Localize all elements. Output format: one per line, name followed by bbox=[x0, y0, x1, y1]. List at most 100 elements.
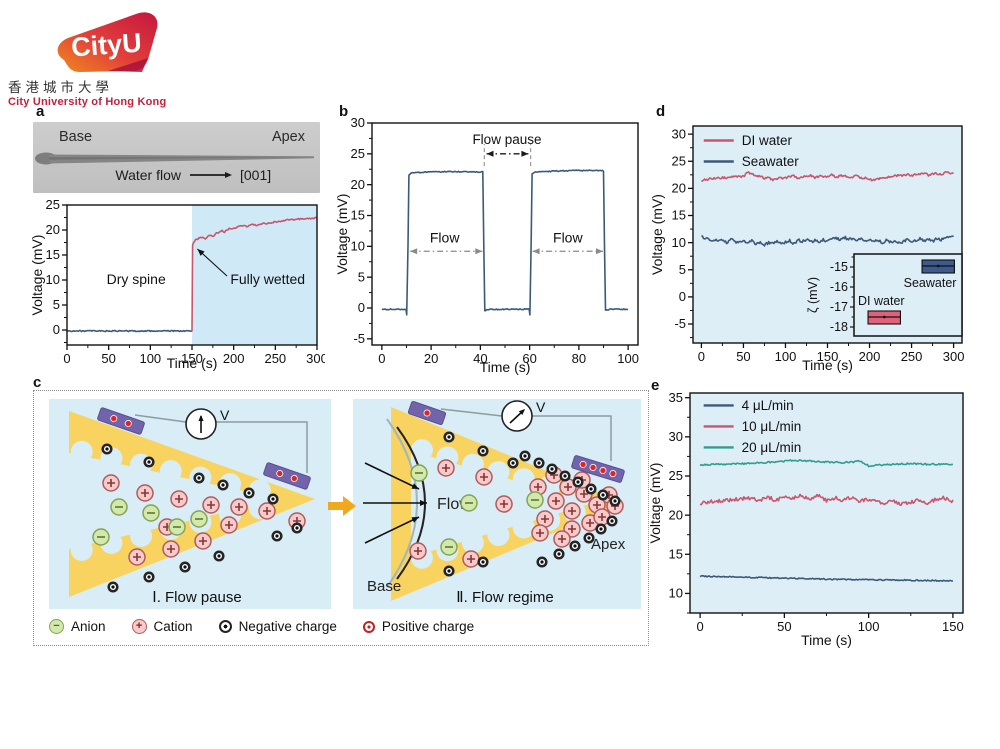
svg-text:-5: -5 bbox=[353, 331, 365, 346]
svg-text:0: 0 bbox=[358, 300, 365, 315]
svg-text:V: V bbox=[220, 407, 230, 423]
svg-text:-5: -5 bbox=[674, 316, 686, 331]
legend-label: Anion bbox=[71, 619, 106, 634]
svg-text:50: 50 bbox=[101, 351, 115, 366]
svg-text:Fully wetted: Fully wetted bbox=[230, 271, 305, 287]
svg-text:200: 200 bbox=[223, 351, 245, 366]
svg-text:35: 35 bbox=[669, 390, 683, 405]
svg-text:25: 25 bbox=[672, 153, 686, 168]
legend-item-cation: Cation bbox=[131, 619, 193, 634]
svg-text:Ⅱ. Flow regime: Ⅱ. Flow regime bbox=[456, 589, 553, 606]
svg-text:200: 200 bbox=[859, 349, 881, 364]
svg-text:10: 10 bbox=[669, 586, 683, 601]
logo-english-name: City University of Hong Kong bbox=[8, 96, 167, 108]
svg-text:Dry spine: Dry spine bbox=[107, 271, 166, 287]
svg-text:Flow: Flow bbox=[553, 230, 583, 246]
panel-label-e: e bbox=[651, 377, 660, 394]
svg-text:Water flow: Water flow bbox=[115, 167, 181, 183]
svg-text:25: 25 bbox=[351, 146, 365, 161]
svg-text:Time (s): Time (s) bbox=[480, 359, 531, 375]
svg-text:Time (s): Time (s) bbox=[167, 355, 218, 371]
svg-text:150: 150 bbox=[817, 349, 839, 364]
negative-charge-icon bbox=[218, 620, 232, 633]
spine-photo: Base Apex Water flow [001] bbox=[33, 122, 320, 193]
svg-text:Ⅰ. Flow pause: Ⅰ. Flow pause bbox=[152, 589, 241, 606]
svg-text:Base: Base bbox=[367, 578, 401, 595]
legend-label: Cation bbox=[153, 619, 193, 634]
svg-text:40: 40 bbox=[473, 351, 487, 366]
svg-text:Apex: Apex bbox=[272, 129, 306, 145]
svg-text:Voltage (mV): Voltage (mV) bbox=[335, 194, 350, 275]
panel-label-b: b bbox=[339, 103, 349, 120]
svg-text:0: 0 bbox=[679, 289, 686, 304]
svg-text:150: 150 bbox=[942, 619, 964, 634]
svg-text:Seawater: Seawater bbox=[742, 154, 800, 169]
legend-item-negative-charge: Negative charge bbox=[218, 619, 337, 634]
svg-text:Flow: Flow bbox=[430, 230, 460, 246]
svg-text:150: 150 bbox=[181, 351, 203, 366]
svg-text:0: 0 bbox=[698, 349, 705, 364]
svg-text:Time (s): Time (s) bbox=[802, 357, 853, 373]
svg-text:25: 25 bbox=[669, 468, 683, 483]
chart-d-water-types: 0 50 100 150 200 250 300 -5 0 5 10 15 20 25 30 Time (s)… bbox=[649, 108, 968, 374]
svg-text:10: 10 bbox=[46, 272, 60, 287]
svg-text:Base: Base bbox=[59, 129, 92, 145]
panel-label-d: d bbox=[656, 103, 666, 120]
svg-text:250: 250 bbox=[901, 349, 923, 364]
svg-text:20 μL/min: 20 μL/min bbox=[742, 440, 802, 455]
svg-text:80: 80 bbox=[572, 351, 586, 366]
svg-text:15: 15 bbox=[46, 247, 60, 262]
legend-label: Positive charge bbox=[381, 619, 475, 634]
svg-text:0: 0 bbox=[53, 322, 60, 337]
svg-text:Voltage (mV): Voltage (mV) bbox=[648, 463, 663, 544]
svg-text:Time (s): Time (s) bbox=[801, 632, 852, 648]
svg-text:0: 0 bbox=[378, 351, 385, 366]
svg-text:10 μL/min: 10 μL/min bbox=[742, 419, 802, 434]
cityu-logo-mark: CityU bbox=[57, 12, 158, 73]
svg-text:30: 30 bbox=[351, 115, 365, 130]
svg-text:25: 25 bbox=[46, 197, 60, 212]
svg-text:-15: -15 bbox=[830, 260, 848, 274]
svg-text:100: 100 bbox=[617, 351, 639, 366]
svg-text:20: 20 bbox=[351, 177, 365, 192]
positive-charge-icon bbox=[362, 620, 375, 633]
cityu-logo-text: CityU bbox=[70, 28, 142, 63]
svg-text:5: 5 bbox=[358, 269, 365, 284]
transition-arrow-icon bbox=[328, 496, 356, 516]
svg-text:30: 30 bbox=[672, 126, 686, 141]
chart-b-flow-pulses: 0 20 40 60 80 100 -5 0 5 10 15 20 25 30 Time (s) Voltag… bbox=[334, 108, 647, 376]
svg-text:30: 30 bbox=[669, 429, 683, 444]
svg-text:15: 15 bbox=[669, 546, 683, 561]
svg-text:50: 50 bbox=[736, 349, 750, 364]
svg-text:Seawater: Seawater bbox=[904, 276, 957, 290]
svg-text:Flow pause: Flow pause bbox=[472, 132, 541, 147]
svg-text:5: 5 bbox=[53, 297, 60, 312]
svg-text:-18: -18 bbox=[830, 320, 848, 334]
legend-label: Negative charge bbox=[238, 619, 337, 634]
svg-text:DI water: DI water bbox=[742, 133, 793, 148]
svg-text:V: V bbox=[536, 399, 546, 415]
legend-item-positive-charge: Positive charge bbox=[362, 619, 475, 634]
svg-text:15: 15 bbox=[351, 208, 365, 223]
logo-chinese-name: 香港城市大學 bbox=[8, 80, 113, 95]
mechanism-diagram-box: V Ⅰ. Flow pause Flow V Base Apex Ⅱ. Flow regi… bbox=[33, 390, 649, 646]
svg-text:300: 300 bbox=[306, 351, 325, 366]
svg-text:Voltage (mV): Voltage (mV) bbox=[30, 235, 45, 316]
anion-icon bbox=[49, 619, 64, 634]
panel-label-a: a bbox=[36, 103, 45, 120]
cation-icon bbox=[131, 619, 147, 634]
svg-text:60: 60 bbox=[522, 351, 536, 366]
svg-text:DI water: DI water bbox=[858, 294, 905, 308]
svg-text:Apex: Apex bbox=[591, 536, 626, 553]
cityu-logo: CityU 香港城市大學 City University of Hong Kon… bbox=[8, 10, 168, 108]
diagram-legend: Anion Cation Negative charge Positive ch… bbox=[49, 619, 474, 634]
svg-text:4 μL/min: 4 μL/min bbox=[742, 398, 794, 413]
chart-e-flow-rates: 0 50 100 150 10 15 20 25 30 35 Time (s) Voltage (mV… bbox=[647, 385, 968, 649]
svg-text:100: 100 bbox=[858, 619, 880, 634]
svg-text:5: 5 bbox=[679, 262, 686, 277]
svg-text:100: 100 bbox=[139, 351, 161, 366]
svg-text:-16: -16 bbox=[830, 280, 848, 294]
svg-text:20: 20 bbox=[424, 351, 438, 366]
panel-label-c: c bbox=[33, 374, 42, 391]
